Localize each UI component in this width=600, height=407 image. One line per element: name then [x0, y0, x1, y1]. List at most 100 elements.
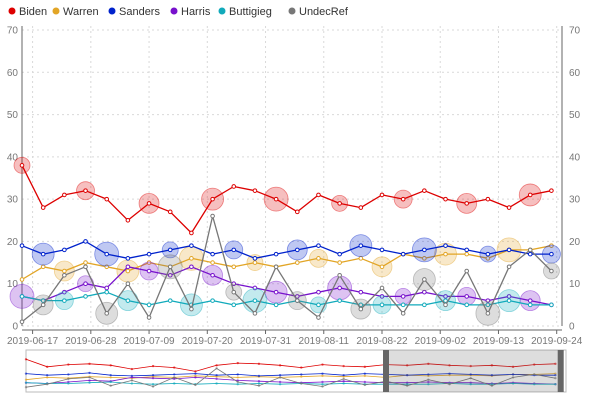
data-point[interactable] — [252, 285, 258, 291]
data-point[interactable] — [337, 251, 342, 257]
data-point[interactable] — [125, 256, 131, 261]
data-point[interactable] — [358, 289, 364, 295]
data-point[interactable] — [146, 302, 152, 308]
data-point[interactable] — [125, 264, 131, 270]
data-point[interactable] — [527, 302, 533, 308]
data-point[interactable] — [40, 264, 46, 270]
data-point[interactable] — [549, 268, 554, 274]
data-point[interactable] — [210, 251, 215, 257]
data-point[interactable] — [146, 251, 152, 257]
data-point[interactable] — [83, 260, 88, 265]
data-point[interactable] — [167, 264, 173, 270]
data-point[interactable] — [464, 201, 470, 206]
data-point[interactable] — [443, 298, 448, 303]
data-point[interactable] — [273, 302, 279, 308]
data-point[interactable] — [443, 243, 448, 248]
data-point[interactable] — [506, 247, 512, 253]
data-point[interactable] — [464, 251, 470, 257]
data-point[interactable] — [400, 251, 406, 257]
data-point[interactable] — [422, 247, 427, 253]
data-point[interactable] — [189, 264, 194, 270]
data-point[interactable] — [549, 251, 554, 257]
data-point[interactable] — [358, 205, 364, 210]
data-point[interactable] — [252, 188, 258, 193]
range-navigator[interactable] — [24, 349, 567, 393]
data-point[interactable] — [379, 247, 385, 253]
data-point[interactable] — [252, 260, 258, 265]
data-point[interactable] — [19, 163, 25, 168]
data-point[interactable] — [400, 294, 406, 299]
data-point[interactable] — [443, 251, 448, 257]
data-point[interactable] — [549, 243, 554, 248]
data-point[interactable] — [189, 306, 194, 312]
data-point[interactable] — [40, 251, 46, 257]
data-point[interactable] — [506, 205, 512, 210]
data-point[interactable] — [83, 239, 88, 244]
data-point[interactable] — [527, 192, 533, 198]
data-point[interactable] — [167, 209, 173, 215]
data-point[interactable] — [379, 302, 385, 308]
data-point[interactable] — [167, 298, 173, 303]
data-point[interactable] — [167, 272, 173, 278]
legend-item-warren[interactable]: Warren — [52, 6, 99, 18]
data-point[interactable] — [337, 285, 342, 291]
data-point[interactable] — [316, 302, 321, 308]
data-point[interactable] — [231, 302, 237, 308]
data-point[interactable] — [527, 251, 533, 257]
data-point[interactable] — [506, 264, 512, 270]
data-point[interactable] — [40, 302, 46, 308]
data-point[interactable] — [210, 298, 215, 303]
data-point[interactable] — [379, 294, 385, 299]
data-point[interactable] — [443, 196, 448, 202]
data-point[interactable] — [104, 196, 110, 202]
data-point[interactable] — [62, 247, 67, 253]
data-point[interactable] — [400, 196, 406, 202]
data-point[interactable] — [231, 184, 237, 189]
data-point[interactable] — [485, 196, 491, 202]
data-point[interactable] — [506, 298, 512, 303]
data-point[interactable] — [62, 298, 67, 303]
data-point[interactable] — [379, 264, 385, 270]
legend-item-buttigieg[interactable]: Buttigieg — [218, 6, 272, 18]
data-point[interactable] — [294, 247, 300, 253]
data-point[interactable] — [125, 298, 131, 303]
data-point[interactable] — [83, 264, 88, 270]
data-point[interactable] — [104, 264, 110, 270]
data-point[interactable] — [40, 298, 46, 303]
data-point[interactable] — [146, 268, 152, 274]
data-point[interactable] — [210, 272, 215, 278]
data-point[interactable] — [443, 294, 448, 299]
data-point[interactable] — [231, 247, 237, 253]
data-point[interactable] — [443, 302, 448, 308]
data-point[interactable] — [422, 302, 427, 308]
data-point[interactable] — [273, 251, 279, 257]
data-point[interactable] — [527, 247, 533, 253]
data-point[interactable] — [210, 260, 215, 265]
data-point[interactable] — [464, 247, 470, 253]
data-point[interactable] — [83, 294, 88, 299]
data-point[interactable] — [464, 302, 470, 308]
data-point[interactable] — [358, 306, 364, 312]
data-point[interactable] — [422, 256, 427, 261]
data-point[interactable] — [19, 294, 25, 299]
data-point[interactable] — [104, 251, 110, 257]
data-point[interactable] — [379, 192, 385, 198]
data-point[interactable] — [294, 294, 300, 299]
data-point[interactable] — [104, 285, 110, 291]
data-point[interactable] — [104, 311, 110, 316]
data-point[interactable] — [379, 285, 385, 291]
data-point[interactable] — [40, 205, 46, 210]
data-point[interactable] — [400, 311, 406, 316]
data-point[interactable] — [83, 281, 88, 287]
data-point[interactable] — [358, 302, 364, 308]
data-point[interactable] — [104, 289, 110, 295]
data-point[interactable] — [422, 188, 427, 193]
data-point[interactable] — [146, 201, 152, 206]
data-point[interactable] — [273, 289, 279, 295]
data-point[interactable] — [62, 272, 67, 278]
data-point[interactable] — [337, 298, 342, 303]
data-point[interactable] — [125, 268, 131, 274]
data-point[interactable] — [273, 196, 279, 202]
legend-item-undecref[interactable]: UndecRef — [288, 6, 349, 18]
data-point[interactable] — [400, 302, 406, 308]
